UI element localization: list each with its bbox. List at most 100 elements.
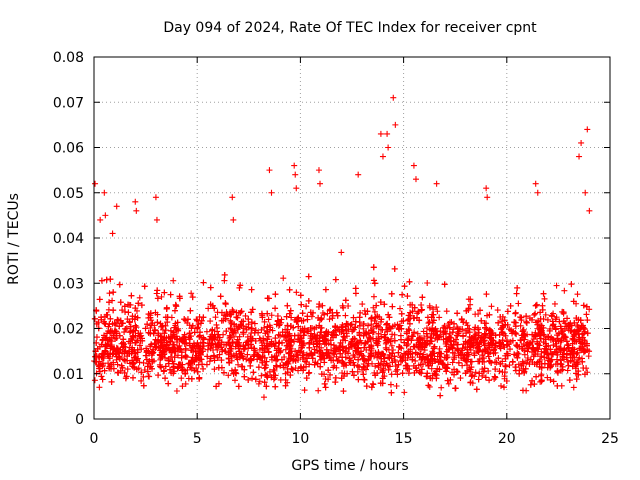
data-point bbox=[268, 374, 275, 381]
data-point bbox=[518, 314, 525, 321]
data-point bbox=[444, 354, 451, 361]
data-point bbox=[469, 372, 476, 379]
data-point bbox=[521, 368, 528, 375]
data-point bbox=[157, 355, 164, 362]
data-point bbox=[583, 340, 590, 347]
data-point bbox=[445, 380, 452, 387]
data-point bbox=[219, 346, 226, 353]
data-point bbox=[234, 314, 241, 321]
data-point bbox=[465, 351, 472, 358]
data-point bbox=[359, 301, 366, 308]
data-point bbox=[567, 327, 574, 334]
data-point bbox=[342, 297, 349, 304]
data-point bbox=[551, 323, 558, 330]
data-point bbox=[198, 346, 205, 353]
data-point bbox=[162, 346, 169, 353]
data-point bbox=[449, 345, 456, 352]
data-point bbox=[544, 374, 551, 381]
data-point bbox=[391, 265, 398, 272]
data-point bbox=[121, 329, 128, 336]
data-point bbox=[207, 318, 214, 325]
data-point bbox=[152, 194, 159, 201]
data-point bbox=[272, 372, 279, 379]
data-point bbox=[288, 339, 295, 346]
data-point bbox=[335, 357, 342, 364]
data-point bbox=[519, 345, 526, 352]
data-point bbox=[150, 346, 157, 353]
data-point bbox=[491, 373, 498, 380]
data-point bbox=[251, 320, 258, 327]
data-point bbox=[371, 308, 378, 315]
data-point bbox=[388, 389, 395, 396]
data-point bbox=[343, 333, 350, 340]
data-point bbox=[113, 203, 120, 210]
data-point bbox=[315, 387, 322, 394]
data-point bbox=[474, 324, 481, 331]
data-point bbox=[263, 358, 270, 365]
data-point bbox=[178, 354, 185, 361]
data-point bbox=[221, 271, 228, 278]
data-point bbox=[325, 329, 332, 336]
data-point bbox=[458, 316, 465, 323]
data-point bbox=[211, 366, 218, 373]
data-point bbox=[129, 374, 136, 381]
data-point bbox=[317, 356, 324, 363]
data-point bbox=[136, 294, 143, 301]
data-point bbox=[218, 357, 225, 364]
data-point bbox=[287, 307, 294, 314]
data-point bbox=[136, 333, 143, 340]
data-point bbox=[497, 361, 504, 368]
data-point bbox=[400, 317, 407, 324]
data-point bbox=[149, 320, 156, 327]
data-point bbox=[524, 354, 531, 361]
data-point bbox=[338, 249, 345, 256]
data-point bbox=[443, 368, 450, 375]
data-point bbox=[255, 364, 262, 371]
data-point bbox=[149, 358, 156, 365]
data-point bbox=[433, 304, 440, 311]
data-point bbox=[196, 332, 203, 339]
data-point bbox=[541, 295, 548, 302]
data-point bbox=[401, 389, 408, 396]
data-point bbox=[311, 361, 318, 368]
data-point bbox=[229, 194, 236, 201]
data-point bbox=[395, 361, 402, 368]
data-point bbox=[424, 279, 431, 286]
data-point bbox=[345, 302, 352, 309]
data-point bbox=[101, 332, 108, 339]
data-point bbox=[303, 375, 310, 382]
data-point bbox=[410, 162, 417, 169]
chart-title: Day 094 of 2024, Rate Of TEC Index for r… bbox=[163, 20, 537, 36]
data-point bbox=[192, 354, 199, 361]
data-point bbox=[419, 294, 426, 301]
y-tick-label: 0.06 bbox=[53, 141, 84, 157]
data-point bbox=[271, 353, 278, 360]
data-point bbox=[165, 334, 172, 341]
data-point bbox=[552, 316, 559, 323]
data-point bbox=[317, 324, 324, 331]
data-point bbox=[170, 364, 177, 371]
data-point bbox=[454, 325, 461, 332]
data-point bbox=[387, 325, 394, 332]
data-point bbox=[179, 338, 186, 345]
data-point bbox=[105, 360, 112, 367]
data-point bbox=[406, 327, 413, 334]
data-point bbox=[569, 363, 576, 370]
data-point bbox=[325, 350, 332, 357]
data-point bbox=[413, 365, 420, 372]
data-point bbox=[582, 189, 589, 196]
data-point bbox=[472, 324, 479, 331]
data-point bbox=[487, 349, 494, 356]
data-point bbox=[148, 341, 155, 348]
data-point bbox=[554, 382, 561, 389]
data-point bbox=[565, 362, 572, 369]
data-point bbox=[540, 290, 547, 297]
data-point bbox=[526, 341, 533, 348]
data-point bbox=[509, 358, 516, 365]
data-point bbox=[186, 330, 193, 337]
data-point bbox=[235, 361, 242, 368]
data-point bbox=[239, 353, 246, 360]
data-point bbox=[231, 327, 238, 334]
data-point bbox=[226, 310, 233, 317]
data-point bbox=[284, 326, 291, 333]
